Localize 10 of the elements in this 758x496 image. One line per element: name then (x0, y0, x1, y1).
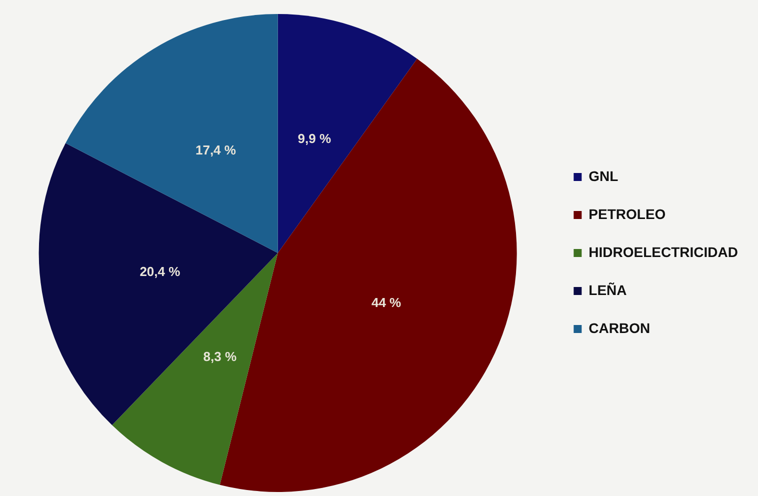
legend-label: CARBON (588, 320, 650, 336)
data-label: 17,4 % (195, 142, 236, 158)
data-label: 9,9 % (298, 130, 332, 146)
legend-label: HIDROELECTRICIDAD (588, 244, 738, 260)
data-label: 44 % (371, 294, 402, 310)
data-label: 20,4 % (140, 264, 181, 280)
legend-label: PETROLEO (588, 206, 666, 222)
legend-label: GNL (588, 168, 619, 184)
legend-label: LEÑA (588, 282, 627, 298)
data-label: 8,3 % (203, 349, 237, 364)
